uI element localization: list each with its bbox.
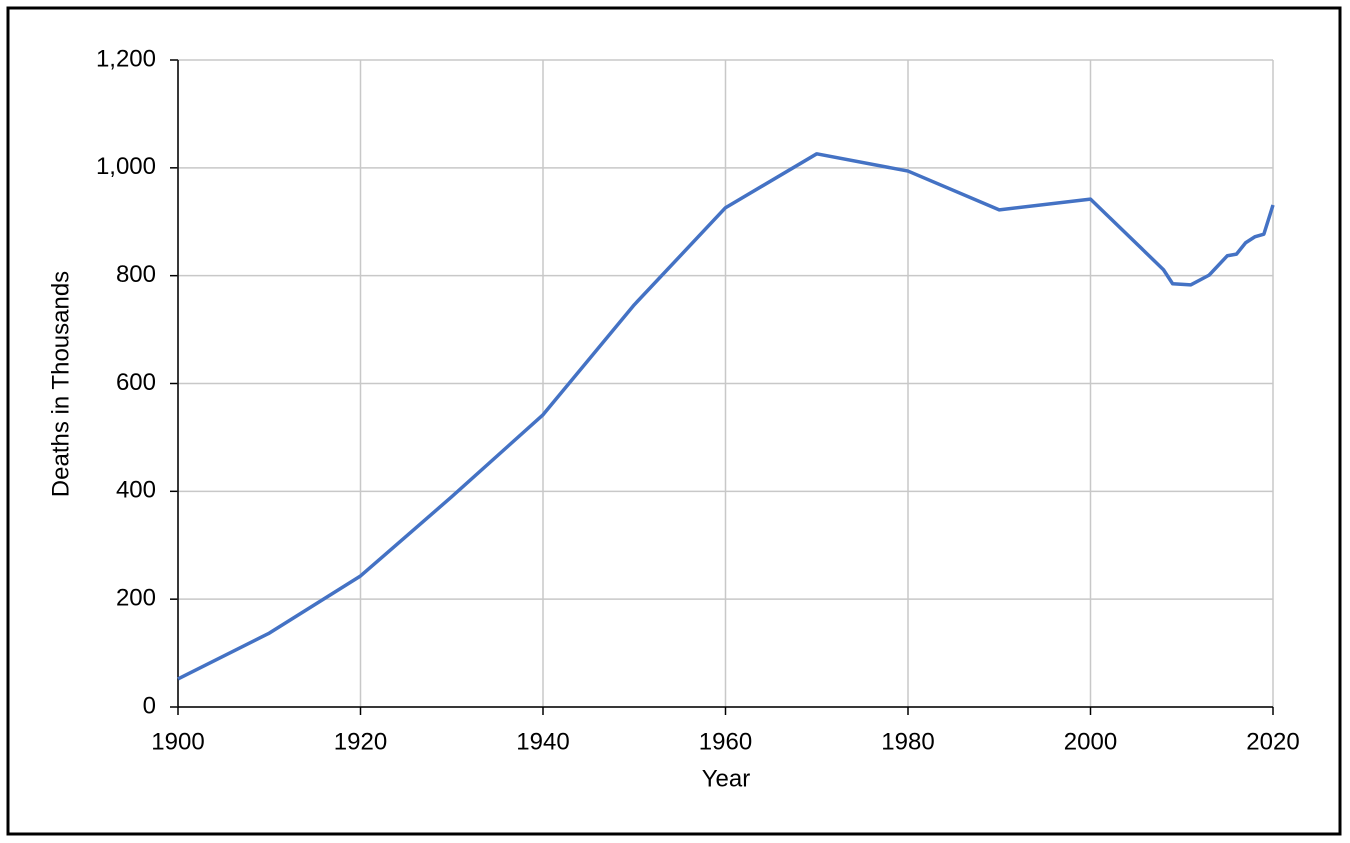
frame [6,6,1342,836]
x-tick-label: 2020 [1246,728,1299,755]
y-tick-label: 200 [116,585,156,612]
x-tick-label: 1900 [151,728,204,755]
data-line [177,152,1275,681]
y-tick-label: 1,000 [96,153,156,180]
y-axis-label: Deaths in Thousands [47,271,74,497]
x-tick-label: 1940 [516,728,569,755]
x-tick-label: 1980 [881,728,934,755]
x-axis-label: Year [702,765,751,792]
y-tick-label: 400 [116,477,156,504]
x-tick-label: 1960 [699,728,752,755]
x-tick-label: 2000 [1064,728,1117,755]
y-tick-label: 0 [143,692,156,719]
x-tick-label: 1920 [334,728,387,755]
y-tick-label: 800 [116,261,156,288]
y-tick-label: 600 [116,369,156,396]
y-tick-label: 1,200 [96,45,156,72]
